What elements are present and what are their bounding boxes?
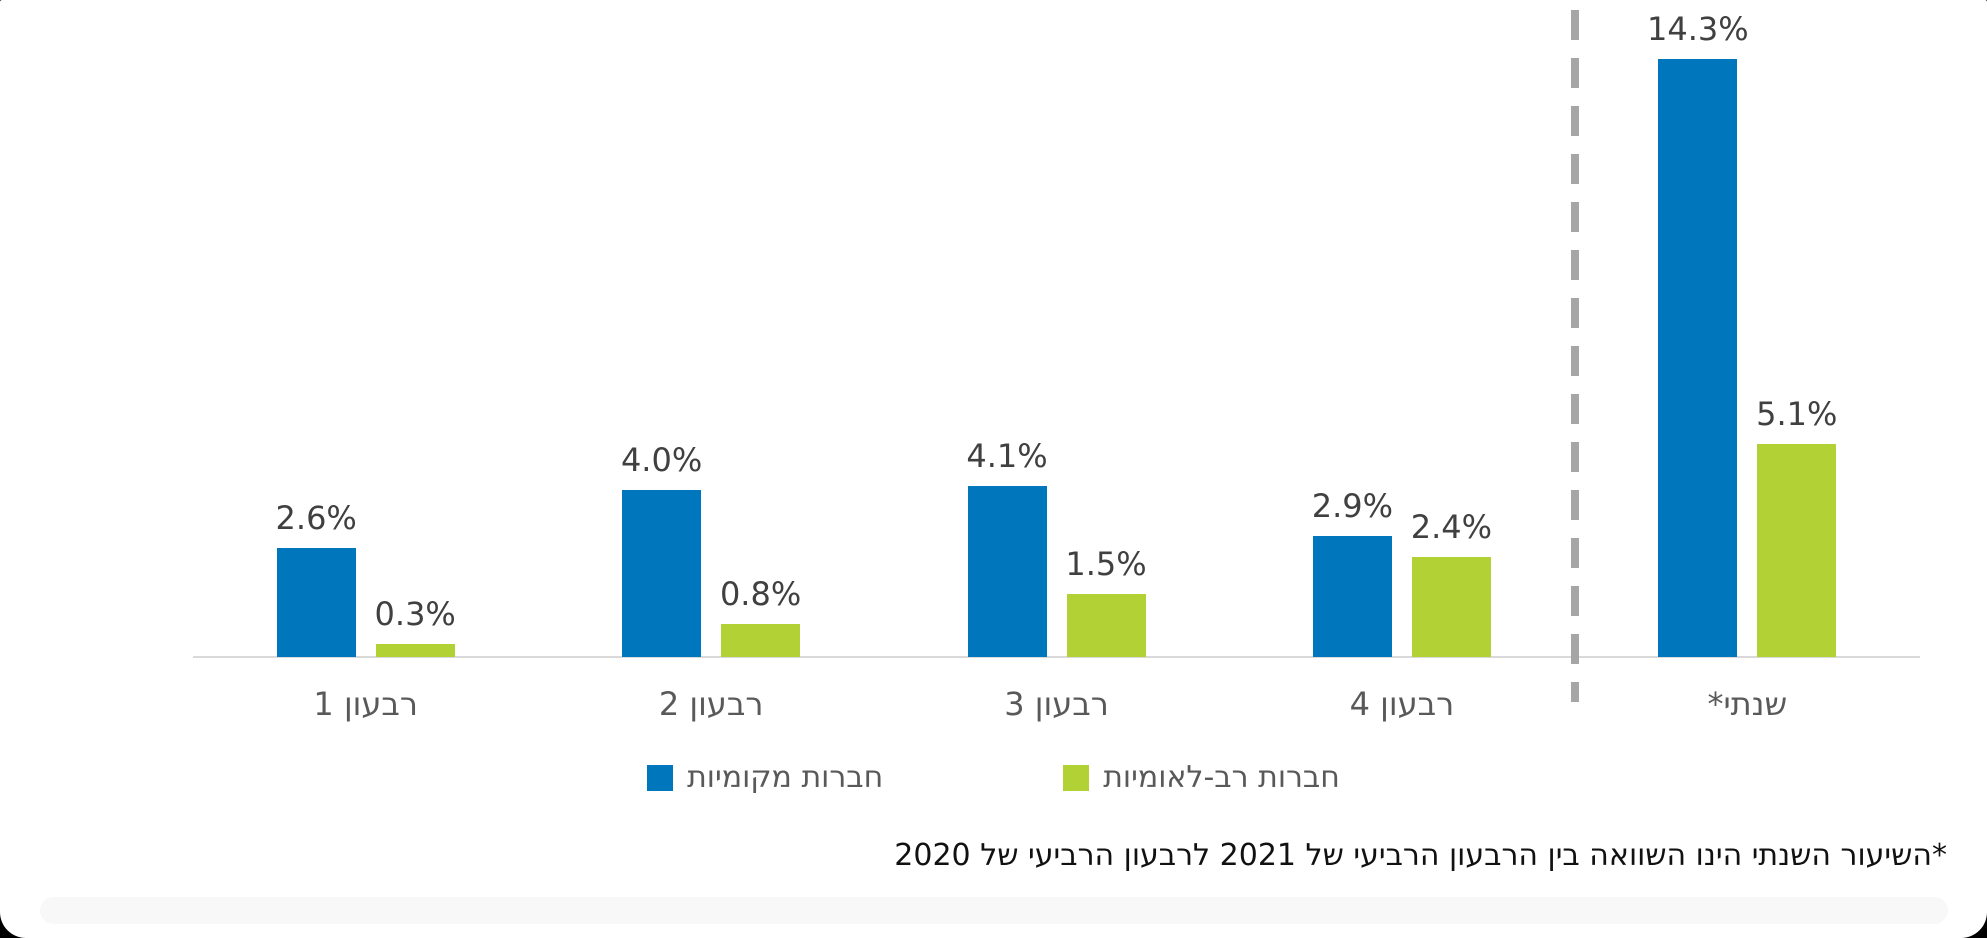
bar-value-label: 1.5% (1065, 545, 1147, 584)
legend-label-multinational-companies: חברות רב-לאומיות (1103, 760, 1340, 795)
bar (1757, 443, 1837, 657)
bar-value-label: 4.1% (966, 436, 1048, 475)
bar (721, 623, 801, 657)
x-axis-label: רבעון 1 (313, 685, 418, 723)
bar (1312, 535, 1392, 657)
bar (622, 489, 702, 657)
bar-value-label: 4.0% (620, 440, 703, 479)
bar-value-label: 0.3% (374, 595, 456, 634)
legend-item-local-companies: חברות מקומיות (647, 760, 883, 795)
bar-value-label: 2.4% (1410, 507, 1493, 546)
legend-swatch-blue (647, 764, 674, 791)
x-axis-label: רבעון 4 (1349, 685, 1455, 723)
bar-value-label: 0.8% (719, 574, 802, 613)
x-axis-label: רבעון 2 (658, 685, 764, 723)
bar (375, 644, 455, 657)
legend: חברות מקומיות חברות רב-לאומיות (0, 760, 1987, 795)
bar-value-label: 14.3% (1646, 10, 1749, 49)
bar (1658, 59, 1738, 657)
x-axis-line (193, 656, 1920, 658)
bar (1066, 594, 1146, 657)
bar-value-label: 2.6% (275, 499, 357, 538)
legend-label-local-companies: חברות מקומיות (687, 760, 884, 795)
x-axis-label: שנתי* (1707, 685, 1788, 723)
annual-separator-dashed-line (1570, 10, 1579, 702)
legend-item-multinational-companies: חברות רב-לאומיות (1063, 760, 1340, 795)
bar (276, 548, 356, 657)
footnote: *השיעור השנתי הינו השוואה בין הרבעון הרב… (894, 838, 1947, 873)
bar (1411, 556, 1491, 657)
legend-swatch-green (1063, 764, 1090, 791)
bottom-strip (40, 897, 1948, 924)
bar-value-label: 2.9% (1311, 486, 1394, 525)
bar (967, 485, 1047, 657)
x-axis-label: רבעון 3 (1004, 685, 1109, 723)
bar-value-label: 5.1% (1756, 394, 1838, 433)
